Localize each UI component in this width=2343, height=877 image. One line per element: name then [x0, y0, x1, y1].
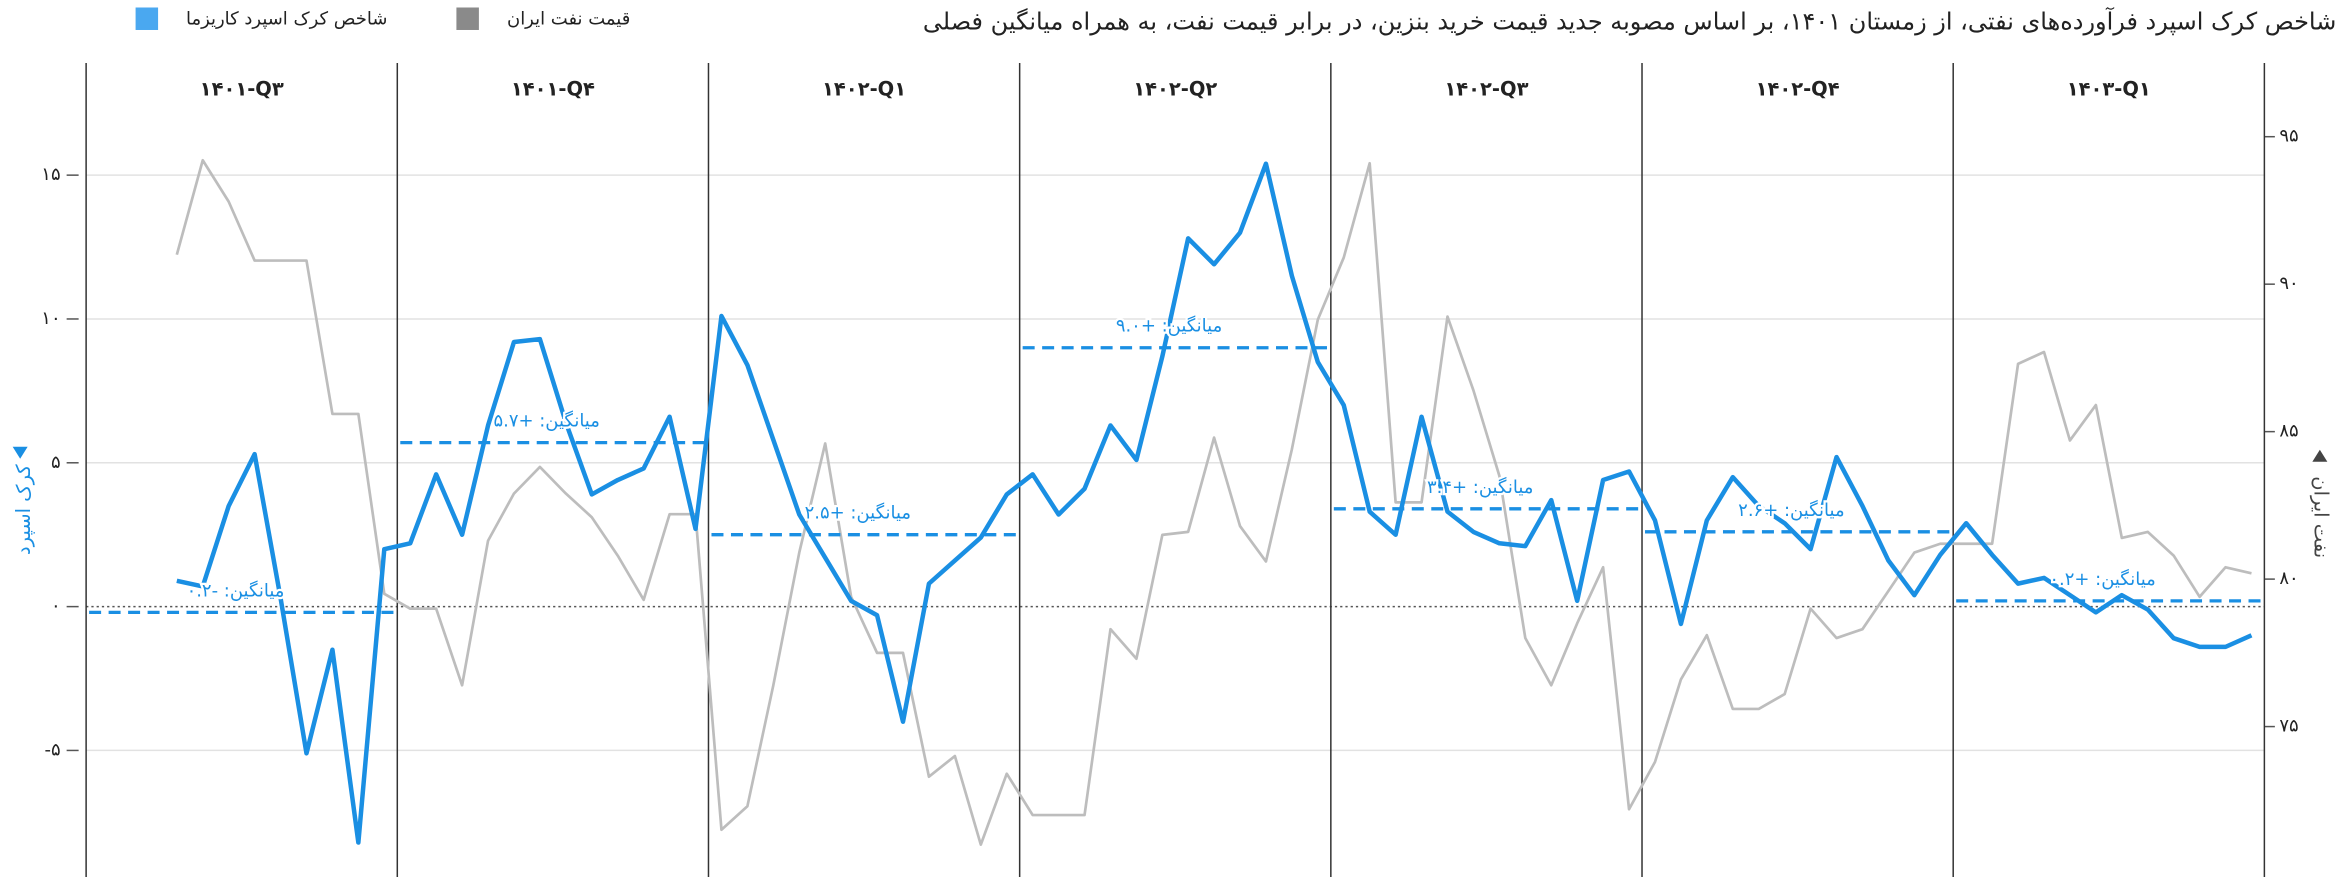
quarter-label: ۱۴۰۲-Q۲ [1133, 77, 1217, 100]
axis-arrow [2312, 449, 2328, 462]
legend-swatch [135, 7, 159, 30]
legend-label: شاخص کرک اسپرد کاریزما [186, 8, 387, 29]
legend-label: قیمت نفت ایران [507, 8, 630, 29]
y2-tick-label: ۹۵ [2279, 126, 2298, 147]
y-tick-label: ۱۵ [41, 164, 60, 185]
quarter-label: ۱۴۰۳-Q۱ [2067, 77, 2151, 100]
y2-tick-label: ۹۰ [2279, 273, 2298, 294]
y2-tick-label: ۸۵ [2279, 421, 2298, 442]
quarter-label: ۱۴۰۱-Q۳ [200, 77, 284, 100]
y-tick-label: ۱۰ [41, 308, 60, 329]
quarter-label: ۱۴۰۲-Q۱ [822, 77, 906, 100]
y2-tick-label: ۷۵ [2279, 716, 2298, 737]
y-tick-label: ۵ [51, 452, 61, 473]
chart-title: شاخص کرک اسپرد فرآورده‌های نفتی، از زمست… [923, 6, 2337, 35]
mean-label: میانگین: +۰.۲ [2049, 568, 2155, 590]
mean-label: میانگین: +۹.۰ [1116, 315, 1222, 337]
mean-label: میانگین: +۳.۴ [1427, 476, 1533, 498]
quarter-label: ۱۴۰۱-Q۴ [511, 77, 595, 100]
mean-label: میانگین: +۲.۶ [1738, 499, 1844, 521]
mean-label: میانگین: -۰.۲ [187, 579, 285, 601]
y-tick-label: -۵ [44, 739, 60, 760]
quarter-label: ۱۴۰۲-Q۳ [1444, 77, 1528, 100]
mean-label: میانگین: +۲.۵ [805, 502, 911, 524]
series-line [175, 158, 2252, 846]
series-line [176, 161, 2253, 845]
y2-axis-label: نفت ایران [2309, 476, 2332, 558]
quarter-label: ۱۴۰۲-Q۴ [1756, 77, 1840, 100]
y-tick-label: ۰ [51, 596, 61, 617]
y2-tick-label: ۸۰ [2279, 568, 2298, 589]
y-axis-label: کرک اسپرد [12, 464, 35, 555]
legend-swatch [456, 7, 479, 30]
axis-arrow [12, 446, 28, 459]
mean-label: میانگین: +۵.۷ [493, 410, 599, 432]
